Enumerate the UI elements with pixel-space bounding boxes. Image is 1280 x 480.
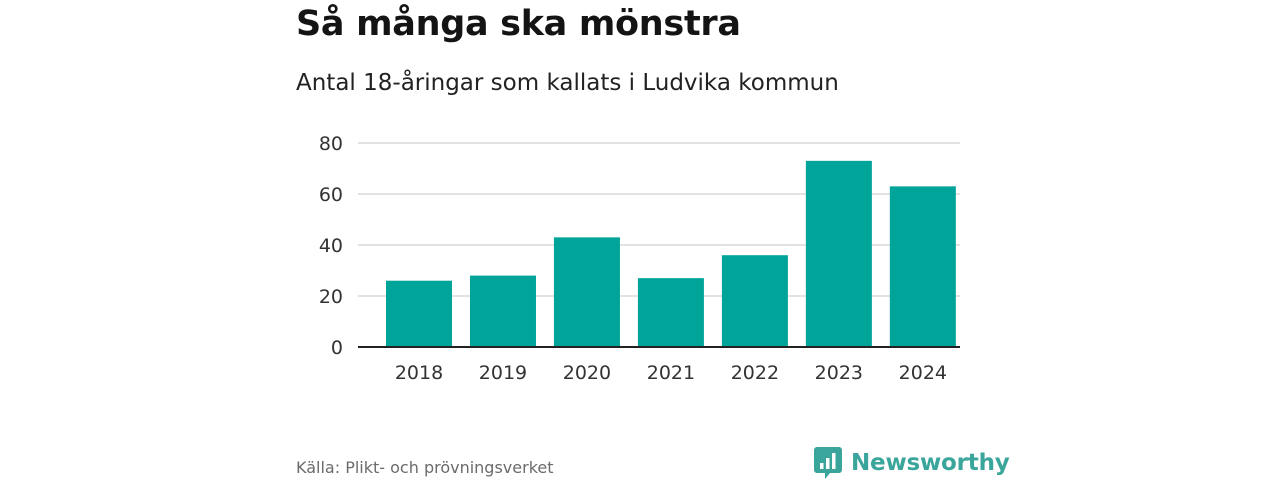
bar-2020 bbox=[553, 237, 620, 347]
bar-2018 bbox=[386, 280, 452, 347]
brand-logo: Newsworthy bbox=[814, 447, 1010, 479]
y-tick-label: 40 bbox=[319, 235, 343, 257]
chart-subtitle: Antal 18-åringar som kallats i Ludvika k… bbox=[296, 70, 839, 96]
y-tick-label: 20 bbox=[319, 286, 343, 308]
x-tick-label: 2020 bbox=[563, 362, 611, 384]
source-note: Källa: Plikt- och prövningsverket bbox=[296, 458, 554, 477]
x-tick-label: 2019 bbox=[479, 362, 527, 384]
bar-2022 bbox=[721, 255, 788, 347]
bar-2023 bbox=[805, 160, 872, 347]
y-tick-label: 0 bbox=[331, 337, 343, 359]
brand-name: Newsworthy bbox=[851, 450, 1010, 476]
y-tick-label: 80 bbox=[319, 133, 343, 155]
chart-title: Så många ska mönstra bbox=[296, 4, 741, 44]
y-tick-label: 60 bbox=[319, 184, 343, 206]
x-tick-label: 2018 bbox=[395, 362, 443, 384]
bar-2024 bbox=[889, 186, 956, 347]
bar-2021 bbox=[637, 278, 704, 347]
x-tick-label: 2022 bbox=[731, 362, 779, 384]
x-tick-label: 2024 bbox=[899, 362, 947, 384]
x-tick-label: 2021 bbox=[647, 362, 695, 384]
bar-2019 bbox=[469, 275, 536, 347]
x-tick-label: 2023 bbox=[815, 362, 863, 384]
bar-chart-speech-bubble-icon bbox=[814, 447, 842, 479]
